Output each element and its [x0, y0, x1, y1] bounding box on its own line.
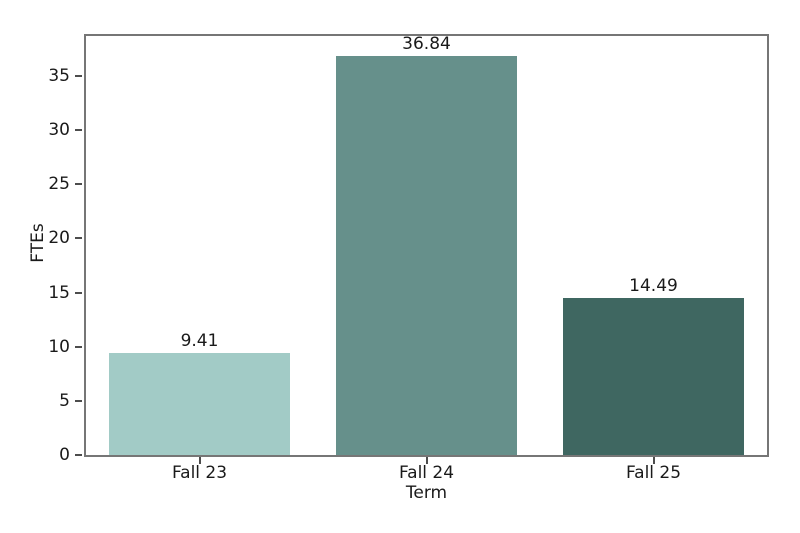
x-tick-label: Fall 25 — [625, 463, 682, 483]
bar — [562, 298, 745, 455]
y-tick-mark — [75, 291, 82, 294]
y-tick-label: 15 — [48, 282, 70, 303]
plot-area: 9.41 Fall 23 36.84 Fall 24 14.49 Fall 25 0 5 10 1… — [48, 33, 769, 503]
y-tick-label: 30 — [48, 120, 70, 140]
y-tick-label: 5 — [59, 390, 70, 411]
y-tick-mark — [75, 183, 82, 186]
y-tick-mark — [75, 345, 82, 348]
x-axis-label: Term — [405, 483, 448, 503]
y-tick-mark — [75, 237, 82, 240]
y-tick-label: 35 — [48, 65, 70, 86]
bar — [335, 55, 518, 455]
x-tick-mark — [652, 457, 655, 464]
x-tick-mark — [198, 457, 201, 464]
x-tick-mark — [425, 457, 428, 464]
bar-value-label: 36.84 — [402, 33, 451, 54]
y-tick-mark — [75, 454, 82, 456]
y-tick-mark — [75, 399, 82, 402]
y-tick-label: 25 — [48, 174, 70, 195]
y-tick-label: 0 — [59, 445, 70, 465]
y-tick-label: 10 — [48, 336, 70, 357]
x-tick-label: Fall 23 — [171, 463, 228, 483]
bar — [108, 353, 291, 455]
y-tick-mark — [75, 129, 82, 131]
bar-value-label: 9.41 — [180, 331, 219, 352]
bar-value-label: 14.49 — [629, 276, 678, 296]
y-tick-label: 20 — [48, 228, 70, 249]
y-tick-mark — [75, 74, 82, 77]
x-tick-label: Fall 24 — [398, 463, 455, 483]
